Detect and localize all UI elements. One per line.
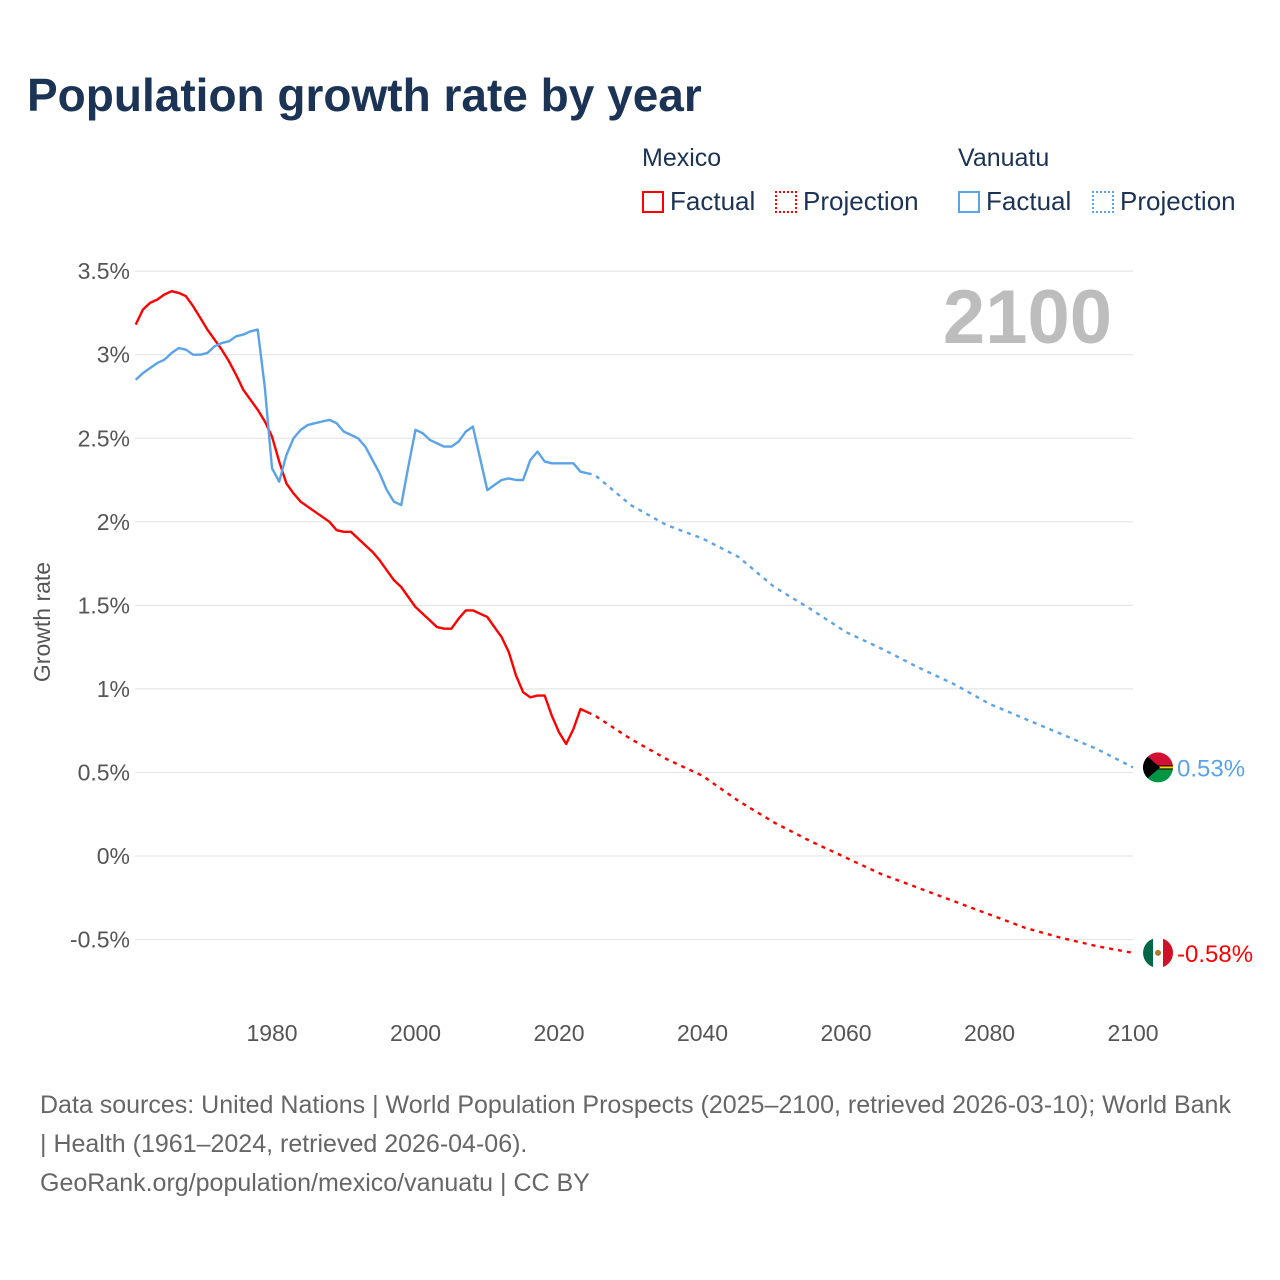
flag-red xyxy=(1143,752,1174,768)
y-tick-label: 3.5% xyxy=(78,258,130,284)
flag-green xyxy=(1143,937,1154,968)
flag-body xyxy=(1143,937,1174,968)
legend-vanuatu-projection[interactable]: Projection xyxy=(1092,186,1236,217)
y-tick-label: -0.5% xyxy=(70,927,130,953)
y-tick-label: 1.5% xyxy=(78,592,130,618)
flag-triangle xyxy=(1143,752,1161,783)
mexico-projection-line xyxy=(587,711,1134,955)
flag-emblem xyxy=(1155,949,1162,956)
vanuatu-end-label: 0.53% xyxy=(1177,755,1245,782)
legend-swatch-mexico-projection xyxy=(775,190,797,213)
x-tick-label: 2020 xyxy=(533,1020,584,1046)
legend-swatch-vanuatu-factual xyxy=(958,190,980,213)
y-tick-label: 0% xyxy=(97,843,130,869)
x-tick-label: 2000 xyxy=(390,1020,441,1046)
x-tick-label: 2080 xyxy=(964,1020,1015,1046)
legend-label: Projection xyxy=(803,186,919,216)
x-tick-label: 2060 xyxy=(820,1020,871,1046)
vanuatu-flag-icon xyxy=(1143,752,1174,783)
y-axis-label: Growth rate xyxy=(29,562,55,682)
x-tick-label: 1980 xyxy=(246,1020,297,1046)
legend-label: Factual xyxy=(670,186,756,216)
flag-white xyxy=(1153,937,1164,968)
legend-swatch-mexico-factual xyxy=(642,190,664,213)
flag-yellow xyxy=(1143,766,1174,769)
y-tick-label: 0.5% xyxy=(78,759,130,785)
credit-link[interactable]: GeoRank.org/population/mexico/vanuatu | … xyxy=(40,1169,590,1197)
legend-label: Factual xyxy=(986,186,1072,216)
year-display: 2100 xyxy=(943,275,1112,360)
flag-red xyxy=(1163,937,1174,968)
legend-swatch-vanuatu-projection xyxy=(1092,190,1114,213)
x-tick-label: 2040 xyxy=(677,1020,728,1046)
mexico-flag-icon xyxy=(1143,937,1174,968)
mexico-end-label: -0.58% xyxy=(1177,941,1253,968)
y-tick-label: 1% xyxy=(97,676,130,702)
flag-body xyxy=(1143,752,1174,783)
legend-label: Projection xyxy=(1120,186,1236,216)
flag-stripe xyxy=(1143,765,1174,770)
y-tick-label: 3% xyxy=(97,342,130,368)
y-tick-label: 2% xyxy=(97,509,130,535)
data-sources: Data sources: United Nations | World Pop… xyxy=(40,1091,1231,1158)
chart-title: Population growth rate by year xyxy=(27,69,702,121)
x-tick-label: 2100 xyxy=(1107,1020,1158,1046)
mexico-factual-line xyxy=(134,290,589,746)
legend-group-vanuatu: Vanuatu xyxy=(958,144,1050,172)
legend-mexico-factual[interactable]: Factual xyxy=(642,186,755,217)
legend-vanuatu-factual[interactable]: Factual xyxy=(958,186,1071,217)
legend-mexico-projection[interactable]: Projection xyxy=(775,186,919,217)
vanuatu-factual-line xyxy=(134,328,588,507)
y-tick-label: 2.5% xyxy=(78,425,130,451)
vanuatu-projection-line xyxy=(587,472,1134,769)
flag-green xyxy=(1143,767,1174,783)
legend-group-mexico: Mexico xyxy=(642,144,722,172)
